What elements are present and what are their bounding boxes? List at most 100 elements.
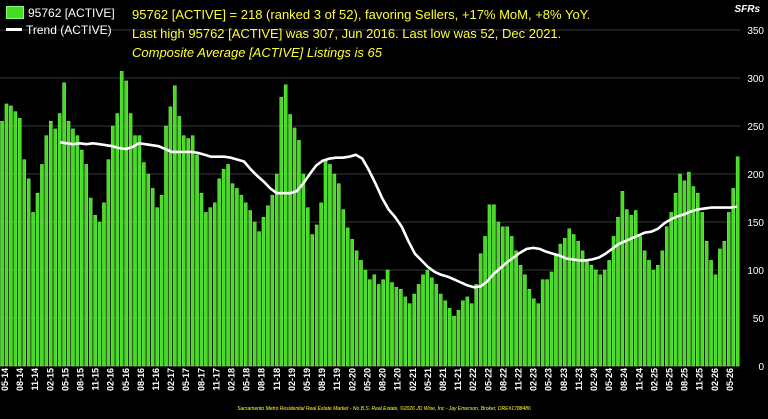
x-tick-label: 05-20 bbox=[362, 368, 372, 391]
bar bbox=[106, 159, 111, 367]
bar bbox=[527, 289, 532, 367]
bar bbox=[713, 274, 718, 367]
bar bbox=[545, 279, 549, 367]
bar bbox=[319, 202, 323, 367]
trend-swatch bbox=[6, 28, 22, 31]
bar bbox=[266, 205, 270, 367]
bar bbox=[709, 260, 713, 367]
bar bbox=[226, 164, 230, 367]
bar bbox=[554, 255, 558, 367]
bar bbox=[306, 207, 310, 367]
bar bbox=[40, 164, 44, 367]
x-axis-ticks: 05-14 08-14 11-14 02-15 05-15 08-15 11-15 02-16… bbox=[0, 368, 735, 391]
bar bbox=[563, 238, 567, 367]
bar bbox=[345, 227, 350, 367]
bar bbox=[252, 221, 257, 367]
bar bbox=[248, 210, 252, 367]
bar bbox=[633, 210, 638, 367]
x-tick-label: 02-22 bbox=[468, 368, 478, 391]
bar bbox=[430, 277, 434, 367]
bar bbox=[496, 221, 501, 367]
bar bbox=[678, 173, 682, 367]
bar bbox=[186, 138, 190, 367]
bar bbox=[35, 192, 40, 367]
bar bbox=[195, 154, 199, 367]
bar bbox=[75, 135, 80, 367]
bar bbox=[421, 274, 425, 367]
headline-composite: Composite Average [ACTIVE] Listings is 6… bbox=[132, 45, 383, 60]
bar bbox=[22, 159, 26, 367]
bar bbox=[44, 135, 49, 367]
bar bbox=[354, 250, 359, 367]
x-tick-label: 02-23 bbox=[529, 368, 539, 391]
bar bbox=[9, 105, 13, 367]
bar bbox=[620, 191, 625, 367]
bar bbox=[470, 303, 474, 367]
x-tick-label: 11-25 bbox=[695, 368, 705, 391]
bar bbox=[731, 188, 735, 367]
bar bbox=[438, 293, 443, 367]
bar bbox=[478, 253, 483, 367]
x-tick-label: 08-17 bbox=[196, 368, 206, 391]
bar bbox=[62, 82, 66, 367]
bar bbox=[532, 298, 536, 367]
legend: 95762 [ACTIVE] Trend (ACTIVE) bbox=[6, 4, 115, 38]
bar bbox=[208, 207, 213, 367]
y-tick-label: 0 bbox=[758, 362, 764, 373]
y-tick-label: 100 bbox=[747, 266, 764, 277]
bar bbox=[97, 221, 102, 367]
bar bbox=[363, 269, 368, 367]
bar bbox=[168, 106, 173, 367]
x-tick-label: 05-25 bbox=[664, 368, 674, 391]
x-tick-label: 02-21 bbox=[408, 368, 418, 391]
x-tick-label: 11-15 bbox=[91, 368, 101, 391]
x-tick-label: 11-24 bbox=[634, 368, 644, 391]
bar bbox=[328, 164, 332, 367]
bar bbox=[687, 171, 691, 367]
bar bbox=[727, 212, 731, 367]
bar bbox=[332, 173, 337, 367]
bar bbox=[722, 240, 727, 367]
bar bbox=[301, 173, 306, 367]
bar bbox=[638, 236, 642, 367]
bar bbox=[26, 178, 31, 367]
headline-high-low: Last high 95762 [ACTIVE] was 307, Jun 20… bbox=[132, 26, 562, 41]
bar bbox=[18, 118, 22, 367]
bar bbox=[57, 113, 62, 367]
bar bbox=[465, 296, 470, 367]
bar bbox=[102, 202, 106, 367]
bar bbox=[656, 265, 660, 367]
bar bbox=[669, 212, 673, 367]
bar bbox=[523, 274, 527, 367]
bar bbox=[270, 194, 275, 367]
bar bbox=[443, 300, 447, 367]
bar bbox=[217, 178, 221, 367]
bar bbox=[314, 224, 319, 367]
x-tick-label: 05-15 bbox=[60, 368, 70, 391]
x-tick-label: 11-19 bbox=[332, 368, 342, 391]
bar bbox=[585, 260, 589, 367]
bar bbox=[589, 265, 594, 367]
bar bbox=[381, 279, 385, 367]
bar bbox=[80, 149, 84, 367]
x-tick-label: 08-22 bbox=[498, 368, 508, 391]
x-tick-label: 05-17 bbox=[181, 368, 191, 391]
bar bbox=[509, 236, 514, 367]
bar bbox=[602, 269, 607, 367]
headline: 95762 [ACTIVE] = 218 (ranked 3 of 52), f… bbox=[132, 5, 590, 62]
bar bbox=[279, 96, 283, 367]
bar bbox=[461, 300, 465, 367]
bar bbox=[212, 202, 217, 367]
bar bbox=[616, 216, 620, 367]
legend-trend-label: Trend (ACTIVE) bbox=[26, 22, 112, 37]
x-tick-label: 05-23 bbox=[544, 368, 554, 391]
bar bbox=[611, 236, 616, 367]
bar bbox=[164, 125, 168, 367]
bar bbox=[651, 269, 656, 367]
bar bbox=[323, 159, 328, 367]
x-tick-label: 02-15 bbox=[45, 368, 55, 391]
bar bbox=[4, 103, 9, 367]
bar bbox=[700, 212, 704, 367]
bar bbox=[142, 162, 146, 367]
bar bbox=[571, 234, 576, 367]
